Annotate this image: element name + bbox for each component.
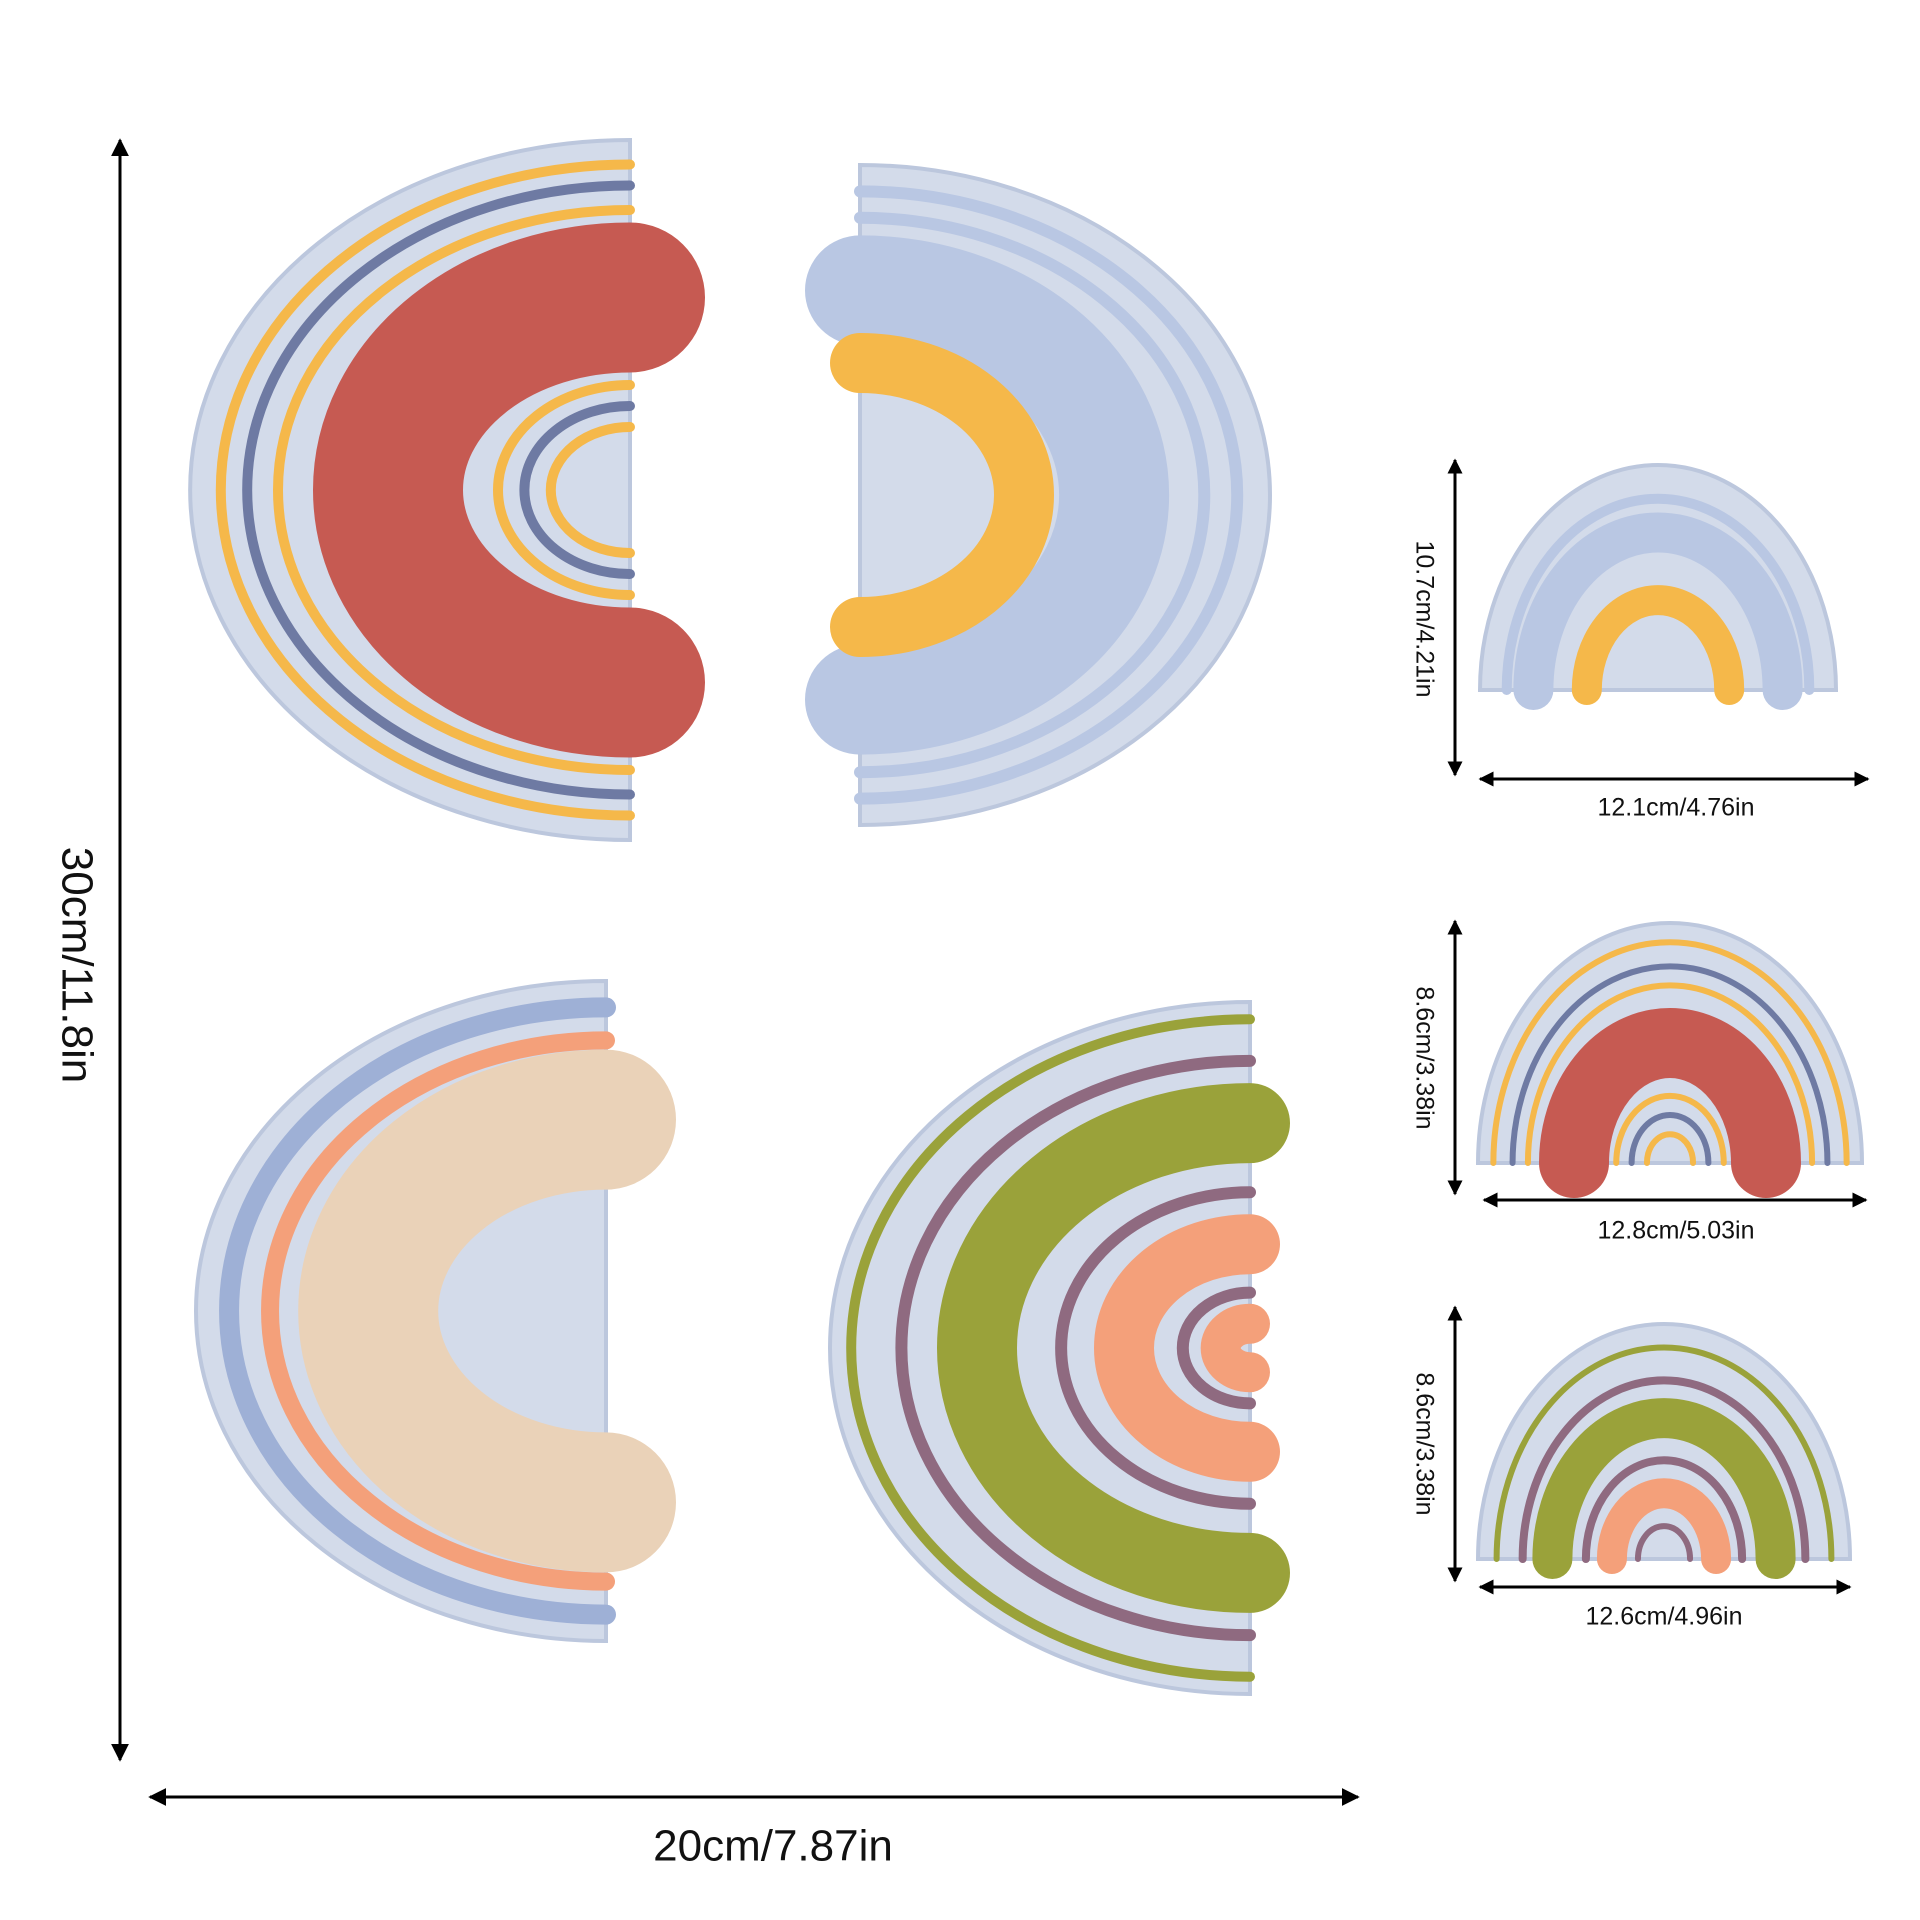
- height-label: 10.7cm/4.21in: [1410, 540, 1438, 697]
- rainbow-band: [218, 997, 616, 1625]
- rainbow-band: [1055, 1186, 1256, 1510]
- rainbow-band: [1532, 1398, 1796, 1579]
- rainbow-band: [1643, 1131, 1697, 1166]
- rainbow-band: [805, 235, 1170, 755]
- rainbow-band: [1581, 1456, 1747, 1563]
- width-label: 12.8cm/5.03in: [1597, 1217, 1754, 1245]
- rainbow-band: [1571, 585, 1745, 705]
- rainbow-band: [830, 333, 1054, 657]
- rainbow-band: [1634, 1523, 1694, 1562]
- rainbow-band: [1200, 1303, 1270, 1393]
- rainbow-band: [1094, 1214, 1280, 1482]
- rainbow-band: [242, 180, 635, 800]
- rainbow-band: [260, 1031, 615, 1591]
- width-label: 12.1cm/4.76in: [1597, 794, 1754, 822]
- rainbow-band: [493, 380, 635, 600]
- rainbow-band: [937, 1083, 1290, 1613]
- holographic-backing: [1477, 463, 1839, 692]
- rainbow-band: [1518, 1376, 1810, 1563]
- rainbow-band: [1501, 493, 1815, 695]
- rainbow-band: [545, 422, 635, 558]
- rainbow-band: [1509, 963, 1831, 1166]
- width-label: 12.6cm/4.96in: [1585, 1603, 1742, 1631]
- rainbow-band: [1524, 982, 1816, 1166]
- height-label: 8.6cm/3.38in: [1410, 986, 1438, 1129]
- rainbow-band: [1176, 1286, 1256, 1410]
- stickers: [188, 137, 1865, 1697]
- rainbow-band: [1539, 1008, 1801, 1198]
- rainbow-band: [854, 211, 1211, 779]
- rainbow-band: [273, 205, 635, 775]
- rainbow-band: [1596, 1478, 1732, 1574]
- width-label: 20cm/7.87in: [653, 1822, 893, 1871]
- rainbow-band: [895, 1054, 1256, 1642]
- rainbow-band: [1513, 512, 1803, 710]
- rainbow-band: [313, 222, 705, 758]
- height-label: 8.6cm/3.38in: [1410, 1372, 1438, 1515]
- rainbow-band: [1490, 939, 1850, 1166]
- rainbow-band: [298, 1049, 676, 1573]
- rainbow-band: [1613, 1092, 1727, 1166]
- rainbow-band: [1493, 1344, 1835, 1562]
- rainbow-band: [1628, 1112, 1712, 1166]
- height-label: 30cm/11.8in: [52, 847, 101, 1083]
- rainbow-band: [854, 185, 1244, 805]
- rainbow-band: [519, 401, 635, 579]
- rainbow-band: [215, 159, 635, 821]
- rainbow-band: [846, 1014, 1255, 1682]
